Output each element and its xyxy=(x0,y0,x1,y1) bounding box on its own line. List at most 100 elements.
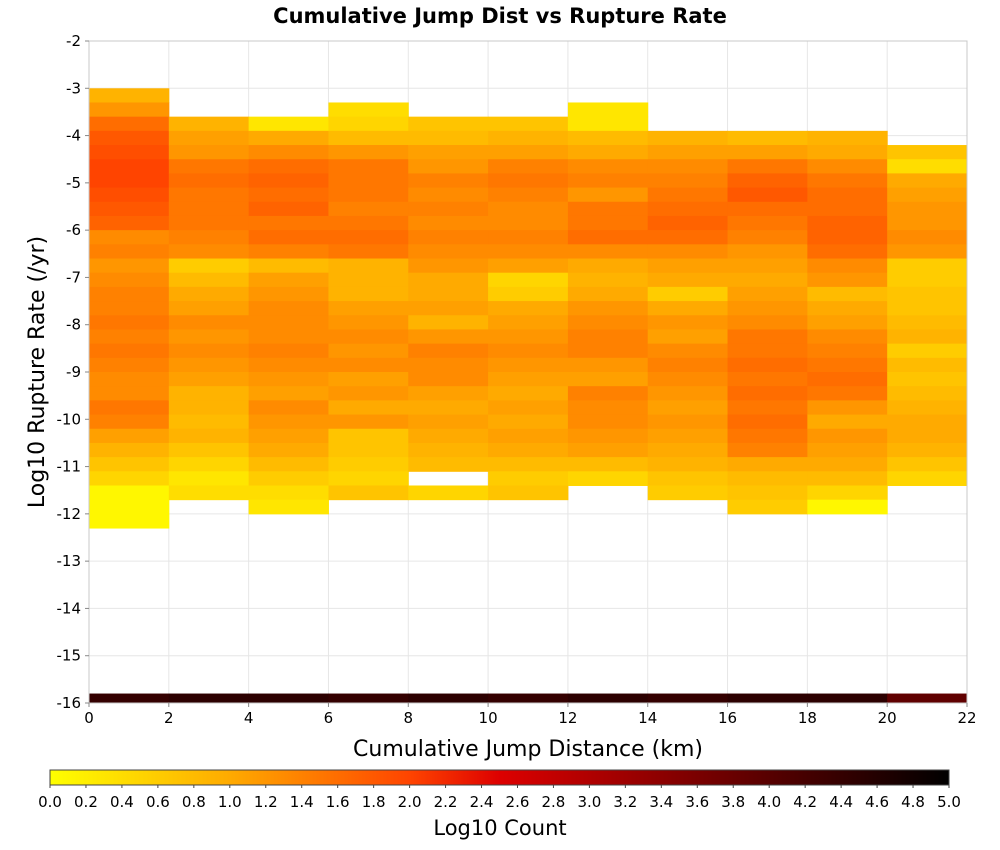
heatmap-cell xyxy=(727,286,808,302)
heatmap-cell xyxy=(328,102,409,118)
heatmap-cell xyxy=(408,400,489,416)
x-axis-ticks: 0 2 4 6 8 10 12 14 16 18 20 22 xyxy=(84,703,977,727)
heatmap-cell xyxy=(727,187,808,203)
heatmap-cell xyxy=(807,286,888,302)
heatmap-cell xyxy=(89,230,170,245)
heatmap-cell xyxy=(647,400,729,416)
x-tick-label: 18 xyxy=(798,709,817,727)
heatmap-cell xyxy=(488,145,569,160)
heatmap-cell xyxy=(887,230,968,245)
heatmap-cell xyxy=(807,272,888,288)
heatmap-cell xyxy=(488,215,569,231)
heatmap-cell xyxy=(89,693,170,704)
heatmap-cell xyxy=(807,485,888,501)
heatmap-cell xyxy=(248,372,329,387)
heatmap-cell xyxy=(807,428,888,444)
heatmap-cell xyxy=(248,286,329,302)
heatmap-cell xyxy=(408,457,489,472)
heatmap-cell xyxy=(328,400,409,416)
heatmap-cell xyxy=(488,173,569,189)
heatmap-cell xyxy=(328,329,409,345)
colorbar-tick-label: 2.0 xyxy=(398,793,422,811)
heatmap-cell xyxy=(168,485,250,501)
heatmap-cell xyxy=(887,272,968,288)
colorbar-tick-label: 1.0 xyxy=(218,793,242,811)
heatmap-cell xyxy=(248,428,329,444)
heatmap-cell xyxy=(567,116,649,132)
heatmap-cell xyxy=(727,244,808,260)
heatmap-cell xyxy=(727,414,808,430)
heatmap-cell xyxy=(647,414,729,430)
heatmap-cell xyxy=(647,215,729,231)
heatmap-cell xyxy=(168,201,250,217)
y-tick-label: -6 xyxy=(66,221,81,239)
heatmap-cell xyxy=(488,159,569,174)
heatmap-cell xyxy=(647,130,729,146)
heatmap-cell xyxy=(807,173,888,189)
heatmap-cell xyxy=(727,329,808,345)
heatmap-cell xyxy=(328,301,409,316)
heatmap-cell xyxy=(807,187,888,203)
heatmap-cell xyxy=(168,357,250,373)
heatmap-cell xyxy=(408,315,489,330)
heatmap-cell xyxy=(89,357,170,373)
heatmap-cell xyxy=(89,485,170,501)
heatmap-cell xyxy=(408,442,489,458)
heatmap-cell xyxy=(328,414,409,430)
heatmap-cell xyxy=(248,485,329,501)
heatmap-cell xyxy=(727,372,808,387)
heatmap-cell xyxy=(248,343,329,359)
heatmap-cell xyxy=(807,230,888,245)
heatmap-cell xyxy=(488,428,569,444)
heatmap-cell xyxy=(89,272,170,288)
heatmap-cell xyxy=(89,159,170,174)
heatmap-cell xyxy=(887,428,968,444)
heatmap-cell xyxy=(807,693,888,704)
heatmap-cell xyxy=(328,357,409,373)
heatmap-cell xyxy=(488,357,569,373)
heatmap-cell xyxy=(807,201,888,217)
heatmap-cell xyxy=(887,315,968,330)
heatmap-cell xyxy=(248,386,329,401)
heatmap-cell xyxy=(488,442,569,458)
heatmap-cell xyxy=(488,485,569,501)
heatmap-cell xyxy=(488,693,569,704)
heatmap-cell xyxy=(887,457,968,472)
heatmap-cell xyxy=(89,457,170,472)
heatmap-cell xyxy=(727,201,808,217)
heatmap-cell xyxy=(727,428,808,444)
heatmap-cell xyxy=(328,272,409,288)
x-tick-label: 8 xyxy=(403,709,413,727)
heatmap-cell xyxy=(168,471,250,486)
heatmap-cell xyxy=(567,442,649,458)
heatmap-cell xyxy=(248,201,329,217)
heatmap-cell xyxy=(168,173,250,189)
heatmap-cell xyxy=(89,329,170,345)
heatmap-cell xyxy=(328,130,409,146)
heatmap-cell xyxy=(168,187,250,203)
heatmap-cell xyxy=(887,372,968,387)
heatmap-cell xyxy=(408,301,489,316)
heatmap-cell xyxy=(488,130,569,146)
x-tick-label: 2 xyxy=(164,709,174,727)
heatmap-cell xyxy=(727,343,808,359)
heatmap-cell xyxy=(567,187,649,203)
heatmap-cell xyxy=(248,187,329,203)
heatmap-cell xyxy=(647,201,729,217)
heatmap-cell xyxy=(727,173,808,189)
heatmap-cell xyxy=(328,386,409,401)
x-tick-label: 0 xyxy=(84,709,94,727)
heatmap-cell xyxy=(807,499,888,515)
heatmap-cell xyxy=(408,116,489,132)
heatmap-cell xyxy=(887,343,968,359)
heatmap-cell xyxy=(248,258,329,274)
heatmap-cell xyxy=(408,286,489,302)
heatmap-cell xyxy=(887,400,968,416)
heatmap-cell xyxy=(807,386,888,401)
heatmap-cell xyxy=(328,442,409,458)
heatmap-cell xyxy=(727,301,808,316)
heatmap-cell xyxy=(727,159,808,174)
heatmap-cell xyxy=(887,201,968,217)
y-tick-label: -5 xyxy=(66,174,81,192)
heatmap-cell xyxy=(488,201,569,217)
